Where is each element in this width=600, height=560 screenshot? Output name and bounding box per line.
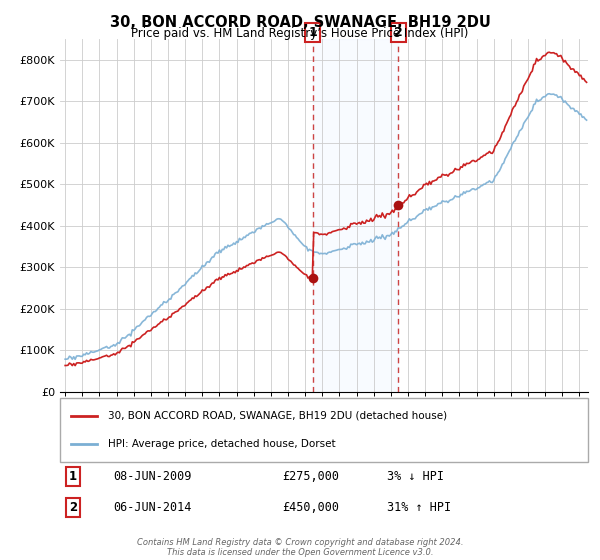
Text: HPI: Average price, detached house, Dorset: HPI: Average price, detached house, Dors…	[107, 439, 335, 449]
Bar	[313, 39, 398, 392]
Text: Contains HM Land Registry data © Crown copyright and database right 2024.
This d: Contains HM Land Registry data © Crown c…	[137, 538, 463, 557]
Text: £450,000: £450,000	[282, 501, 339, 515]
Text: 2: 2	[69, 501, 77, 515]
FancyBboxPatch shape	[60, 398, 588, 462]
Text: 1: 1	[69, 470, 77, 483]
Text: £275,000: £275,000	[282, 470, 339, 483]
Text: 2: 2	[394, 26, 403, 39]
Text: 1: 1	[308, 26, 317, 39]
Text: 06-JUN-2014: 06-JUN-2014	[113, 501, 191, 515]
Text: 30, BON ACCORD ROAD, SWANAGE, BH19 2DU: 30, BON ACCORD ROAD, SWANAGE, BH19 2DU	[110, 15, 490, 30]
Text: Price paid vs. HM Land Registry’s House Price Index (HPI): Price paid vs. HM Land Registry’s House …	[131, 27, 469, 40]
Text: 31% ↑ HPI: 31% ↑ HPI	[388, 501, 451, 515]
Text: 08-JUN-2009: 08-JUN-2009	[113, 470, 191, 483]
Text: 3% ↓ HPI: 3% ↓ HPI	[388, 470, 445, 483]
Text: 30, BON ACCORD ROAD, SWANAGE, BH19 2DU (detached house): 30, BON ACCORD ROAD, SWANAGE, BH19 2DU (…	[107, 410, 446, 421]
